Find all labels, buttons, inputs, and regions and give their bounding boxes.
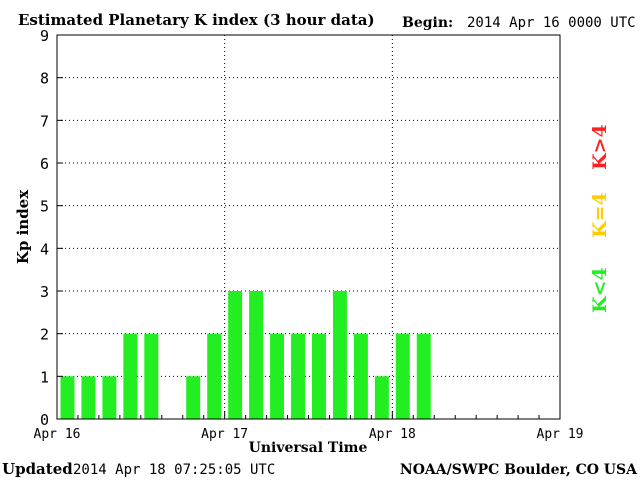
x-axis-ticks: Apr 16 Apr 17 Apr 18 Apr 19 (34, 411, 584, 442)
kp-bar (186, 376, 201, 419)
legend-k-greater-4: K>4 (589, 124, 611, 170)
grid-lines (57, 35, 560, 419)
y-axis-ticks: 0 1 2 3 4 5 6 7 8 9 (40, 27, 63, 429)
legend-k-equal-4: K=4 (589, 192, 611, 238)
y-tick-label: 4 (40, 240, 49, 258)
y-tick-label: 7 (40, 112, 49, 130)
y-tick-label: 5 (40, 198, 49, 216)
y-tick-label: 0 (40, 411, 49, 429)
x-tick-label: Apr 18 (369, 427, 416, 442)
updated-value: 2014 Apr 18 07:25:05 UTC (73, 462, 275, 478)
y-tick-label: 3 (40, 283, 49, 301)
kp-bar (332, 291, 347, 419)
y-tick-label: 2 (40, 326, 49, 344)
y-tick-label: 8 (40, 70, 49, 88)
y-tick-label: 6 (40, 155, 49, 173)
updated-label: Updated (2, 460, 73, 478)
kp-bar (395, 333, 410, 419)
kp-bar (123, 333, 138, 419)
x-axis-label: Universal Time (249, 440, 368, 456)
source-credit: NOAA/SWPC Boulder, CO USA (400, 462, 638, 478)
x-tick-label: Apr 19 (537, 427, 584, 442)
kp-bar (144, 333, 159, 419)
chart-title: Estimated Planetary K index (3 hour data… (18, 11, 375, 29)
x-tick-label: Apr 17 (201, 427, 248, 442)
kp-bar (207, 333, 222, 419)
y-tick-label: 1 (40, 368, 49, 386)
x-tick-label: Apr 16 (34, 427, 81, 442)
legend-k-less-4: K<4 (589, 267, 611, 313)
begin-label: Begin: (402, 15, 453, 31)
kp-bar (228, 291, 243, 419)
kp-bar (291, 333, 305, 419)
kp-bar (312, 333, 326, 419)
kp-bar (81, 376, 96, 419)
begin-value: 2014 Apr 16 0000 UTC (467, 15, 636, 31)
kp-bar (353, 333, 368, 419)
bars (60, 291, 431, 419)
y-axis-label: Kp index (14, 189, 32, 264)
kp-bar (416, 333, 431, 419)
kp-bar (102, 376, 117, 419)
y-tick-label: 9 (40, 27, 49, 45)
kp-bar (374, 376, 389, 419)
kp-bar (249, 291, 264, 419)
kp-bar (60, 376, 75, 419)
kp-bar (270, 333, 285, 419)
